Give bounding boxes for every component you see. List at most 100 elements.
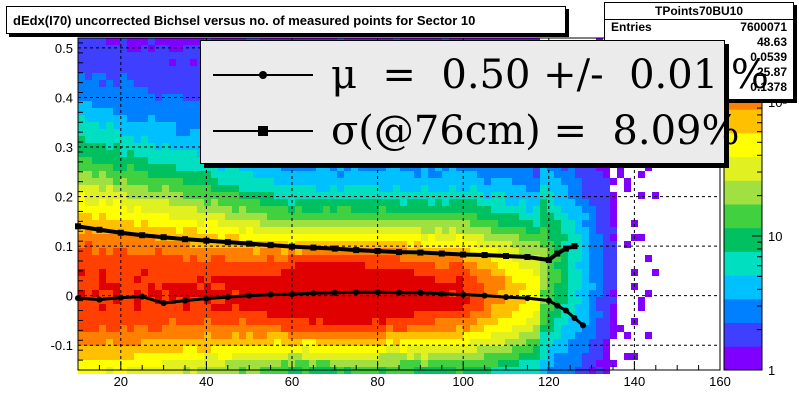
heatmap-cell [309,304,316,311]
heatmap-cell [624,353,631,360]
heatmap-cell [99,318,106,325]
heatmap-cell [106,311,113,318]
heatmap-cell [302,220,309,227]
heatmap-cell [603,234,610,241]
heatmap-cell [540,353,547,360]
heatmap-cell [260,234,267,241]
heatmap-cell [274,178,281,185]
heatmap-cell [582,220,589,227]
heatmap-cell [533,311,540,318]
heatmap-cell [358,220,365,227]
heatmap-cell [533,227,540,234]
heatmap-cell [127,332,134,339]
heatmap-cell [85,199,92,206]
heatmap-cell [99,115,106,122]
heatmap-cell [435,227,442,234]
heatmap-cell [554,171,561,178]
heatmap-cell [134,332,141,339]
heatmap-cell [589,276,596,283]
heatmap-cell [358,276,365,283]
heatmap-cell [239,332,246,339]
heatmap-cell [533,199,540,206]
heatmap-cell [274,248,281,255]
heatmap-cell [99,199,106,206]
heatmap-cell [512,269,519,276]
heatmap-cell [183,115,190,122]
heatmap-cell [99,164,106,171]
heatmap-cell [85,52,92,59]
heatmap-cell [176,129,183,136]
heatmap-cell [162,157,169,164]
palette-swatch [724,275,762,300]
heatmap-cell [225,220,232,227]
heatmap-cell [463,325,470,332]
heatmap-cell [113,178,120,185]
heatmap-cell [260,332,267,339]
heatmap-cell [428,339,435,346]
heatmap-cell [372,255,379,262]
heatmap-cell [596,206,603,213]
heatmap-cell [106,290,113,297]
heatmap-cell [253,206,260,213]
heatmap-cell [561,164,568,171]
heatmap-cell [183,346,190,353]
heatmap-cell [323,332,330,339]
heatmap-cell [225,262,232,269]
heatmap-cell [463,297,470,304]
heatmap-cell [421,283,428,290]
heatmap-cell [120,339,127,346]
heatmap-cell [239,269,246,276]
heatmap-cell [435,339,442,346]
heatmap-cell [365,227,372,234]
heatmap-cell [106,171,113,178]
heatmap-cell [204,171,211,178]
square-marker-icon [213,103,313,159]
heatmap-cell [169,129,176,136]
heatmap-cell [372,297,379,304]
heatmap-cell [78,73,85,80]
heatmap-cell [127,318,134,325]
heatmap-cell [365,192,372,199]
heatmap-cell [190,234,197,241]
heatmap-cell [148,213,155,220]
heatmap-cell [330,297,337,304]
heatmap-cell [547,227,554,234]
heatmap-cell [568,234,575,241]
heatmap-cell [596,220,603,227]
heatmap-cell [512,297,519,304]
heatmap-cell [162,248,169,255]
heatmap-cell [610,318,617,325]
heatmap-cell [246,276,253,283]
heatmap-cell [176,66,183,73]
heatmap-cell [540,164,547,171]
heatmap-cell [533,164,540,171]
heatmap-cell [85,311,92,318]
heatmap-cell [393,311,400,318]
heatmap-cell [505,283,512,290]
heatmap-cell [134,115,141,122]
heatmap-cell [330,360,337,367]
heatmap-cell [232,234,239,241]
heatmap-cell [491,185,498,192]
heatmap-cell [519,241,526,248]
heatmap-cell [379,297,386,304]
heatmap-cell [498,283,505,290]
heatmap-cell [512,234,519,241]
heatmap-cell [78,171,85,178]
heatmap-cell [526,346,533,353]
heatmap-cell [582,241,589,248]
heatmap-cell [617,171,624,178]
heatmap-cell [491,178,498,185]
heatmap-cell [330,227,337,234]
heatmap-cell [176,136,183,143]
heatmap-cell [568,353,575,360]
heatmap-cell [575,353,582,360]
heatmap-cell [106,122,113,129]
heatmap-cell [106,108,113,115]
heatmap-cell [610,269,617,276]
heatmap-cell [85,164,92,171]
heatmap-cell [120,101,127,108]
heatmap-cell [295,318,302,325]
heatmap-cell [540,213,547,220]
heatmap-cell [442,185,449,192]
